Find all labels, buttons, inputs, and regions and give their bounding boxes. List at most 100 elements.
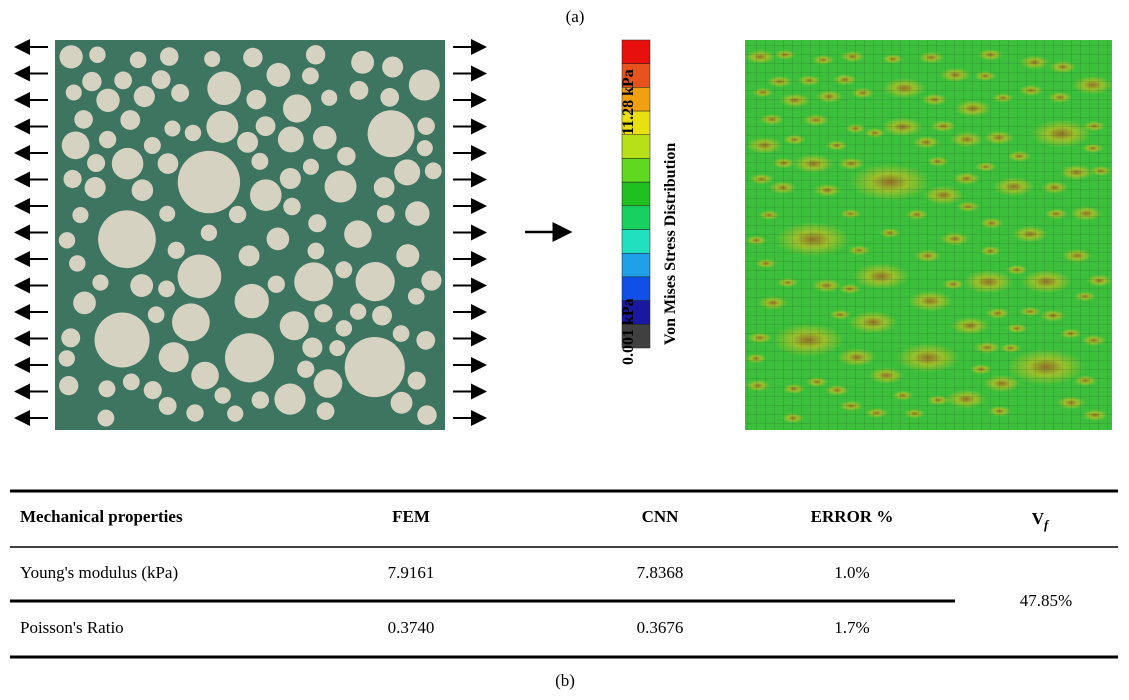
fiber: [312, 125, 337, 150]
colorbar-band: [621, 205, 651, 230]
table: Mechanical properties FEM CNN ERROR % Vf…: [10, 489, 1118, 659]
colorbar-band: [621, 276, 651, 301]
fiber: [355, 261, 395, 302]
fiber: [308, 214, 327, 233]
fiber: [204, 50, 221, 67]
fiber: [324, 170, 357, 203]
fiber: [158, 280, 175, 298]
fiber: [283, 197, 301, 216]
panel-label: (a): [566, 7, 585, 26]
fiber: [92, 274, 109, 291]
fiber: [266, 62, 291, 87]
fiber: [274, 383, 306, 415]
fiber: [255, 116, 276, 137]
fiber: [234, 283, 269, 319]
colorbar-band: [621, 181, 651, 207]
fibers: [58, 45, 442, 427]
fiber: [227, 405, 244, 422]
header-cell: FEM: [392, 507, 430, 526]
cell: 0.3676: [637, 618, 684, 637]
colorbar-band: [621, 134, 651, 159]
fiber: [94, 312, 150, 368]
fiber: [73, 291, 96, 315]
fiber: [301, 67, 319, 85]
fiber: [337, 146, 356, 166]
colorbar-min: 0.001 kPa: [620, 298, 637, 365]
fiber: [131, 179, 154, 201]
fiber: [390, 391, 413, 414]
fiber: [59, 45, 83, 69]
cell: 7.9161: [388, 563, 435, 582]
fiber: [151, 70, 171, 90]
fiber: [249, 179, 282, 211]
fiber: [237, 131, 259, 153]
fiber: [344, 220, 372, 248]
colorbar-band: [621, 39, 651, 64]
fiber: [266, 227, 290, 251]
fiber: [207, 71, 241, 106]
fiber: [376, 205, 395, 223]
fiber: [177, 254, 222, 299]
fiber: [200, 224, 218, 242]
fiber: [167, 241, 185, 259]
mesh: [745, 40, 1112, 430]
fiber: [277, 126, 304, 153]
fiber: [96, 88, 120, 112]
fiber: [61, 328, 81, 348]
fiber: [177, 150, 241, 214]
fiber: [335, 320, 353, 337]
fiber: [416, 140, 433, 157]
fiber: [416, 330, 436, 350]
fiber: [279, 167, 301, 190]
fiber: [417, 405, 437, 425]
fiber: [143, 381, 162, 400]
panel-label: (b): [555, 671, 575, 690]
header-cell: ERROR %: [811, 507, 894, 526]
fiber: [129, 51, 147, 69]
fiber: [307, 242, 325, 260]
fiber: [98, 210, 156, 269]
fiber: [98, 130, 117, 149]
fiber: [157, 153, 179, 174]
fiber: [373, 177, 395, 198]
fiber: [122, 373, 140, 391]
fiber: [407, 288, 425, 305]
fiber: [186, 404, 204, 422]
fiber: [82, 71, 102, 92]
fiber: [114, 71, 133, 90]
fiber: [405, 201, 430, 226]
fiber: [394, 159, 421, 186]
colorbar-title: Von Mises Stress Distribution: [662, 143, 679, 345]
fiber: [120, 110, 141, 130]
fiber: [407, 371, 426, 390]
cell: 0.3740: [388, 618, 435, 637]
fiber: [351, 50, 375, 74]
fiber: [321, 89, 338, 106]
fiber: [424, 162, 442, 180]
fiber: [392, 325, 410, 342]
vf-main: V: [1032, 509, 1045, 528]
fiber: [61, 131, 90, 160]
fiber: [305, 45, 326, 65]
fiber: [158, 342, 189, 373]
fiber: [297, 360, 315, 378]
fiber: [206, 110, 239, 143]
vf-sub: f: [1044, 517, 1050, 532]
cell: Young's modulus (kPa): [20, 563, 178, 582]
fiber: [408, 69, 440, 101]
cell: Poisson's Ratio: [20, 618, 124, 637]
fiber: [372, 305, 392, 326]
header-cell: CNN: [642, 507, 680, 526]
fiber: [158, 396, 177, 415]
fiber: [349, 81, 369, 100]
fiber: [133, 85, 155, 108]
cell: 1.7%: [834, 618, 869, 637]
fiber: [367, 110, 415, 158]
fiber: [282, 94, 312, 123]
fiber: [238, 245, 260, 267]
fiber: [344, 337, 405, 398]
fiber: [224, 333, 275, 383]
fiber: [251, 391, 270, 409]
fiber: [380, 88, 400, 107]
